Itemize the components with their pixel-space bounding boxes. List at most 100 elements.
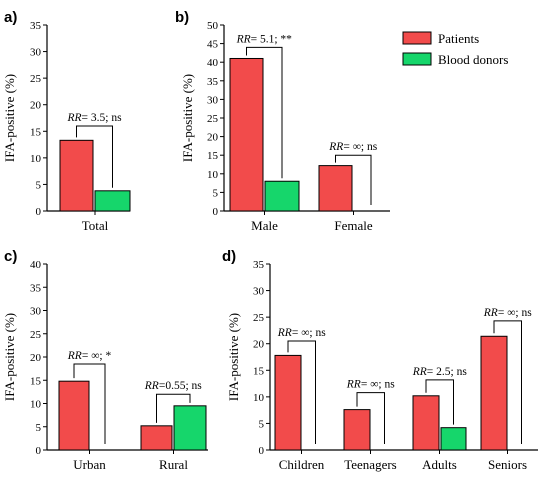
legend: Patients Blood donors xyxy=(402,31,508,67)
chart-panel-1: a) IFA-positive (%) 0 5 10 15 20 25 30 35 Total RR=… xyxy=(2,9,131,233)
panel-letter: d) xyxy=(222,248,236,265)
rr-label: RR xyxy=(328,141,343,153)
y-tick-label: 35 xyxy=(30,282,42,294)
rr-annotation: RR= ∞; ns xyxy=(483,307,532,319)
significance-bracket xyxy=(287,340,316,444)
y-tick-label: 30 xyxy=(30,47,42,59)
rr-value: = 2.5; ns xyxy=(427,366,468,378)
y-tick-label: 10 xyxy=(207,169,219,181)
panel-letter: a) xyxy=(4,9,17,26)
y-tick-label: 0 xyxy=(36,445,42,457)
y-tick-label: 5 xyxy=(36,422,42,434)
rr-label: RR xyxy=(67,350,82,362)
rr-label: RR xyxy=(483,307,498,319)
rr-value: = 5.1; ** xyxy=(251,33,293,45)
x-tick-label: Children xyxy=(279,457,325,472)
bar-blood-donors-male xyxy=(264,180,300,212)
x-tick-label: Adults xyxy=(422,457,457,472)
y-tick-label: 45 xyxy=(207,39,219,51)
y-tick-label: 15 xyxy=(30,375,42,387)
significance-bracket xyxy=(156,393,191,423)
legend-swatch xyxy=(402,52,432,66)
significance-bracket xyxy=(335,154,372,205)
y-tick-label: 50 xyxy=(207,20,219,32)
rr-label: RR xyxy=(236,33,251,45)
y-tick-label: 5 xyxy=(213,187,219,199)
rr-value: = ∞; ns xyxy=(343,141,377,153)
x-tick-label: Female xyxy=(334,218,372,233)
y-tick-label: 25 xyxy=(30,329,42,341)
bar-patients-female xyxy=(318,165,353,212)
rr-annotation: RR= ∞; * xyxy=(67,350,112,362)
legend-swatch xyxy=(402,31,432,45)
y-tick-label: 0 xyxy=(259,445,265,457)
y-tick-label: 10 xyxy=(30,153,42,165)
y-tick-label: 25 xyxy=(207,113,219,125)
rr-annotation: RR=0.55; ns xyxy=(144,380,202,392)
bar-patients-rural xyxy=(140,425,173,451)
bar-blood-donors-adults xyxy=(440,427,467,451)
panel-letter: c) xyxy=(4,248,17,265)
bar-patients-teenagers xyxy=(343,409,371,451)
x-tick-label: Rural xyxy=(159,457,188,472)
rr-value: = ∞; ns xyxy=(292,327,326,339)
x-tick-label: Total xyxy=(82,218,109,233)
x-tick-label: Seniors xyxy=(488,457,527,472)
bar-patients-male xyxy=(229,57,264,212)
bar-blood-donors-rural xyxy=(173,405,207,451)
bar-patients-adults xyxy=(412,395,440,451)
rr-value: = ∞; ns xyxy=(361,379,395,391)
y-axis-label: IFA-positive (%) xyxy=(226,313,241,401)
y-axis-label: IFA-positive (%) xyxy=(2,313,17,401)
y-tick-label: 35 xyxy=(253,259,265,271)
y-tick-label: 30 xyxy=(207,94,219,106)
rr-label: RR xyxy=(66,112,81,124)
rr-annotation: RR= 3.5; ns xyxy=(66,112,122,124)
y-tick-label: 0 xyxy=(36,206,42,218)
rr-label: RR xyxy=(277,327,292,339)
rr-value: = ∞; * xyxy=(82,350,112,362)
y-tick-label: 25 xyxy=(30,73,42,85)
rr-label: RR xyxy=(346,379,361,391)
rr-annotation: RR= ∞; ns xyxy=(346,379,395,391)
y-tick-label: 20 xyxy=(253,339,265,351)
chart-panel-3: c) IFA-positive (%) 0 5 10 15 20 25 30 35 40 Urban R… xyxy=(2,248,208,472)
y-tick-label: 15 xyxy=(207,150,219,162)
y-tick-label: 20 xyxy=(207,132,219,144)
significance-bracket xyxy=(73,363,106,444)
y-tick-label: 30 xyxy=(253,286,265,298)
significance-bracket xyxy=(356,392,385,444)
y-tick-label: 5 xyxy=(259,418,265,430)
y-tick-label: 15 xyxy=(253,365,265,377)
legend-label: Patients xyxy=(438,31,479,46)
bar-patients-urban xyxy=(58,380,90,451)
y-axis-label: IFA-positive (%) xyxy=(180,74,195,162)
rr-annotation: RR= 5.1; ** xyxy=(236,33,293,45)
y-tick-label: 20 xyxy=(30,352,42,364)
rr-annotation: RR= ∞; ns xyxy=(328,141,377,153)
bar-patients-seniors xyxy=(480,335,508,451)
y-tick-label: 5 xyxy=(36,179,42,191)
y-tick-label: 40 xyxy=(30,259,42,271)
y-tick-label: 10 xyxy=(30,399,42,411)
rr-value: = ∞; ns xyxy=(498,307,532,319)
rr-label: RR xyxy=(144,380,159,392)
legend-label: Blood donors xyxy=(438,52,508,67)
significance-bracket xyxy=(493,320,522,444)
y-tick-label: 40 xyxy=(207,57,219,69)
significance-bracket xyxy=(246,46,283,179)
y-tick-label: 35 xyxy=(207,76,219,88)
y-tick-label: 0 xyxy=(213,206,219,218)
y-tick-label: 35 xyxy=(30,20,42,32)
y-tick-label: 20 xyxy=(30,100,42,112)
significance-bracket xyxy=(76,125,113,188)
x-tick-label: Male xyxy=(251,218,278,233)
bar-patients-total xyxy=(59,139,94,212)
chart-panel-2: b) IFA-positive (%) 0 5 10 15 20 25 30 35 40 45 50 Ma… xyxy=(175,9,390,233)
x-tick-label: Urban xyxy=(73,457,106,472)
bar-patients-children xyxy=(274,354,302,451)
y-axis-label: IFA-positive (%) xyxy=(2,74,17,162)
y-tick-label: 25 xyxy=(253,312,265,324)
x-tick-label: Teenagers xyxy=(344,457,397,472)
